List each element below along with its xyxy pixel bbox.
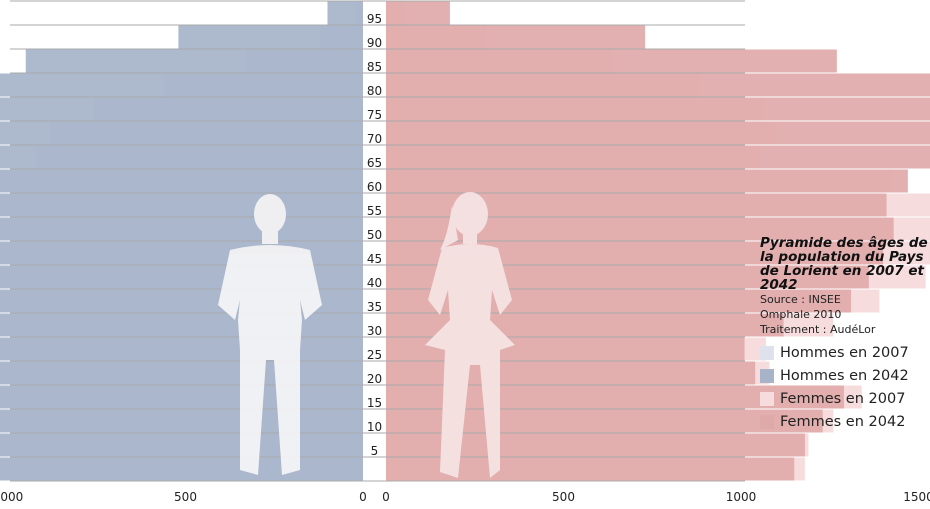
legend-swatch [760,414,774,429]
pyramid-bar [0,409,363,433]
x-tick-label-left: 0 [359,490,367,504]
pyramid-bar [0,313,363,337]
legend-swatch [760,345,774,360]
age-axis-labels: 5 10 15 20 25 30 35 40 45 50 55 60 65 70 75 80 85 90 95 [367,12,382,458]
pyramid-bar [386,361,756,385]
x-tick-label-right: 0 [382,490,390,504]
chart-sidebar: Pyramide des âges de la population du Pa… [760,236,930,433]
age-label: 55 [367,204,382,218]
chart-title-text: Pyramide des âges de la population du Pa… [760,235,928,293]
age-label: 25 [367,348,382,362]
pyramid-bar [25,49,363,73]
pyramid-bar [0,169,363,193]
chart-title: Pyramide des âges de la population du Pa… [760,236,930,292]
pyramid-bar [386,217,894,241]
x-tick-label-left: 1000 [0,490,23,504]
legend-item-hommes-2007: Hommes en 2007 [760,341,930,364]
pyramid-bar [386,121,930,145]
age-label: 50 [367,228,382,242]
age-label: 10 [367,420,382,434]
pyramid-bar [386,385,844,409]
pyramid-bar [0,97,363,121]
legend-swatch [760,368,774,383]
x-tick-label-left: 500 [174,490,197,504]
age-label: 80 [367,84,382,98]
x-tick-label-right: 500 [552,490,575,504]
woman-silhouette-icon [425,192,515,478]
man-silhouette-icon [218,194,322,475]
age-label: 5 [371,444,379,458]
age-label: 60 [367,180,382,194]
legend-label: Hommes en 2007 [780,344,909,361]
pyramid-bar [386,73,930,97]
source-line: Omphale 2010 [760,308,842,321]
source-line: Source : INSEE [760,293,841,306]
pyramid-bar [327,1,363,25]
age-label: 75 [367,108,382,122]
pyramid-bar [386,241,883,265]
legend-swatch [760,391,774,406]
pyramid-bar [0,193,363,217]
legend: Hommes en 2007 Hommes en 2042 Femmes en … [760,341,930,433]
legend-item-femmes-2042: Femmes en 2042 [760,410,930,433]
pyramid-bar [386,49,837,73]
pyramid-bar [386,1,450,25]
legend-label: Hommes en 2042 [780,367,909,384]
pyramid-bar [0,145,363,169]
age-label: 15 [367,396,382,410]
pyramid-bar [0,433,363,457]
pyramid-bar [0,121,363,145]
age-label: 65 [367,156,382,170]
age-gridlines [10,0,745,482]
age-label: 90 [367,36,382,50]
pyramid-bar [386,193,887,217]
pyramid-bar [178,25,363,49]
age-label: 40 [367,276,382,290]
pyramid-bar [0,457,364,481]
legend-label: Femmes en 2007 [780,390,906,407]
pyramid-bar [0,337,363,361]
x-axis-ticks: 20001500100050000500100015002000 [0,490,930,504]
pyramid-bar [386,457,795,481]
pyramid-bar [0,217,364,241]
age-label: 45 [367,252,382,266]
pyramid-bar [386,145,930,169]
age-label: 95 [367,12,382,26]
source-block: Source : INSEE Omphale 2010 Traitement :… [760,292,930,337]
pyramid-bar [0,361,363,385]
age-label: 70 [367,132,382,146]
pyramid-bar [386,25,646,49]
pyramid-bars [0,1,930,481]
age-label: 20 [367,372,382,386]
legend-item-hommes-2042: Hommes en 2042 [760,364,930,387]
pyramid-bar [386,169,908,193]
age-label: 30 [367,324,382,338]
age-label: 35 [367,300,382,314]
pyramid-bar [386,97,930,121]
age-label: 85 [367,60,382,74]
x-tick-label-right: 1000 [726,490,757,504]
x-tick-label-right: 1500 [903,490,930,504]
source-line: Traitement : AudéLor [760,323,876,336]
pyramid-bar [0,385,363,409]
legend-item-femmes-2007: Femmes en 2007 [760,387,930,410]
pyramid-bar [0,73,363,97]
legend-label: Femmes en 2042 [780,413,906,430]
